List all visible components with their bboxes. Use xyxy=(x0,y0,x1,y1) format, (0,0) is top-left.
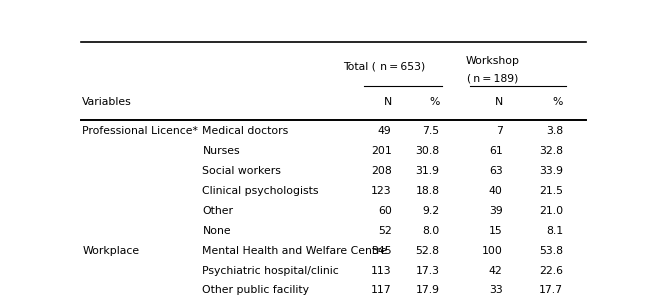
Text: Workshop: Workshop xyxy=(465,56,519,66)
Text: 17.7: 17.7 xyxy=(539,285,563,295)
Text: 9.2: 9.2 xyxy=(422,206,439,216)
Text: None: None xyxy=(202,226,231,236)
Text: 21.0: 21.0 xyxy=(539,206,563,216)
Text: 208: 208 xyxy=(371,166,392,176)
Text: 60: 60 xyxy=(378,206,392,216)
Text: 53.8: 53.8 xyxy=(539,246,563,256)
Text: 40: 40 xyxy=(489,186,503,196)
Text: 39: 39 xyxy=(489,206,503,216)
Text: 3.8: 3.8 xyxy=(546,126,563,136)
Text: 113: 113 xyxy=(371,266,392,275)
Text: 33.9: 33.9 xyxy=(539,166,563,176)
Text: 52.8: 52.8 xyxy=(415,246,439,256)
Text: Nurses: Nurses xyxy=(202,146,240,156)
Text: 42: 42 xyxy=(489,266,503,275)
Text: 63: 63 xyxy=(489,166,503,176)
Text: 201: 201 xyxy=(371,146,392,156)
Text: Variables: Variables xyxy=(83,97,132,107)
Text: %: % xyxy=(429,97,439,107)
Text: 52: 52 xyxy=(378,226,392,236)
Text: 17.3: 17.3 xyxy=(415,266,439,275)
Text: 7.5: 7.5 xyxy=(422,126,439,136)
Text: 18.8: 18.8 xyxy=(415,186,439,196)
Text: 22.6: 22.6 xyxy=(539,266,563,275)
Text: N: N xyxy=(383,97,392,107)
Text: 100: 100 xyxy=(482,246,503,256)
Text: Psychiatric hospital/clinic: Psychiatric hospital/clinic xyxy=(202,266,339,275)
Text: Workplace: Workplace xyxy=(83,246,139,256)
Text: Other: Other xyxy=(202,206,234,216)
Text: Clinical psychologists: Clinical psychologists xyxy=(202,186,319,196)
Text: Other public facility: Other public facility xyxy=(202,285,309,295)
Text: %: % xyxy=(553,97,563,107)
Text: 123: 123 xyxy=(371,186,392,196)
Text: 33: 33 xyxy=(489,285,503,295)
Text: N: N xyxy=(494,97,503,107)
Text: Social workers: Social workers xyxy=(202,166,281,176)
Text: 31.9: 31.9 xyxy=(415,166,439,176)
Text: Total (  n = 653): Total ( n = 653) xyxy=(343,61,425,71)
Text: 15: 15 xyxy=(489,226,503,236)
Text: 17.9: 17.9 xyxy=(415,285,439,295)
Text: ( n = 189): ( n = 189) xyxy=(467,74,518,84)
Text: 21.5: 21.5 xyxy=(539,186,563,196)
Text: 345: 345 xyxy=(371,246,392,256)
Text: 30.8: 30.8 xyxy=(415,146,439,156)
Text: 7: 7 xyxy=(496,126,503,136)
Text: Medical doctors: Medical doctors xyxy=(202,126,288,136)
Text: 8.1: 8.1 xyxy=(546,226,563,236)
Text: Professional Licence*: Professional Licence* xyxy=(83,126,199,136)
Text: 32.8: 32.8 xyxy=(539,146,563,156)
Text: 117: 117 xyxy=(371,285,392,295)
Text: 49: 49 xyxy=(378,126,392,136)
Text: 61: 61 xyxy=(489,146,503,156)
Text: Mental Health and Welfare Centre: Mental Health and Welfare Centre xyxy=(202,246,387,256)
Text: 8.0: 8.0 xyxy=(422,226,439,236)
